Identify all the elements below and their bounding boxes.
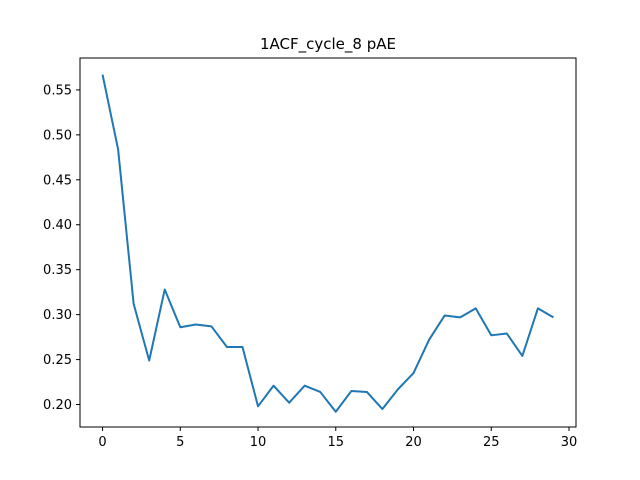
plot-series [101, 74, 554, 413]
x-tick-label: 0 [98, 435, 106, 450]
y-tick-label: 0.20 [43, 398, 72, 413]
y-tick-label: 0.55 [43, 83, 72, 98]
x-tick-label: 15 [328, 435, 345, 450]
y-axis: 0.20 0.25 0.30 0.35 0.40 0.45 0.50 0.55 [43, 83, 80, 413]
chart-title: 1ACF_cycle_8 pAE [260, 35, 396, 54]
x-tick-label: 20 [405, 435, 422, 450]
x-tick-label: 10 [250, 435, 267, 450]
x-axis: 0 5 10 15 20 25 30 [98, 427, 577, 450]
series-line [101, 74, 554, 413]
x-tick-label: 30 [561, 435, 578, 450]
y-tick-label: 0.35 [43, 263, 72, 278]
y-tick-label: 0.25 [43, 353, 72, 368]
y-tick-label: 0.30 [43, 308, 72, 323]
x-tick-label: 25 [483, 435, 500, 450]
x-tick-label: 5 [176, 435, 184, 450]
y-tick-label: 0.45 [43, 173, 72, 188]
y-tick-label: 0.40 [43, 218, 72, 233]
plot-frame [79, 57, 577, 428]
y-tick-label: 0.50 [43, 128, 72, 143]
